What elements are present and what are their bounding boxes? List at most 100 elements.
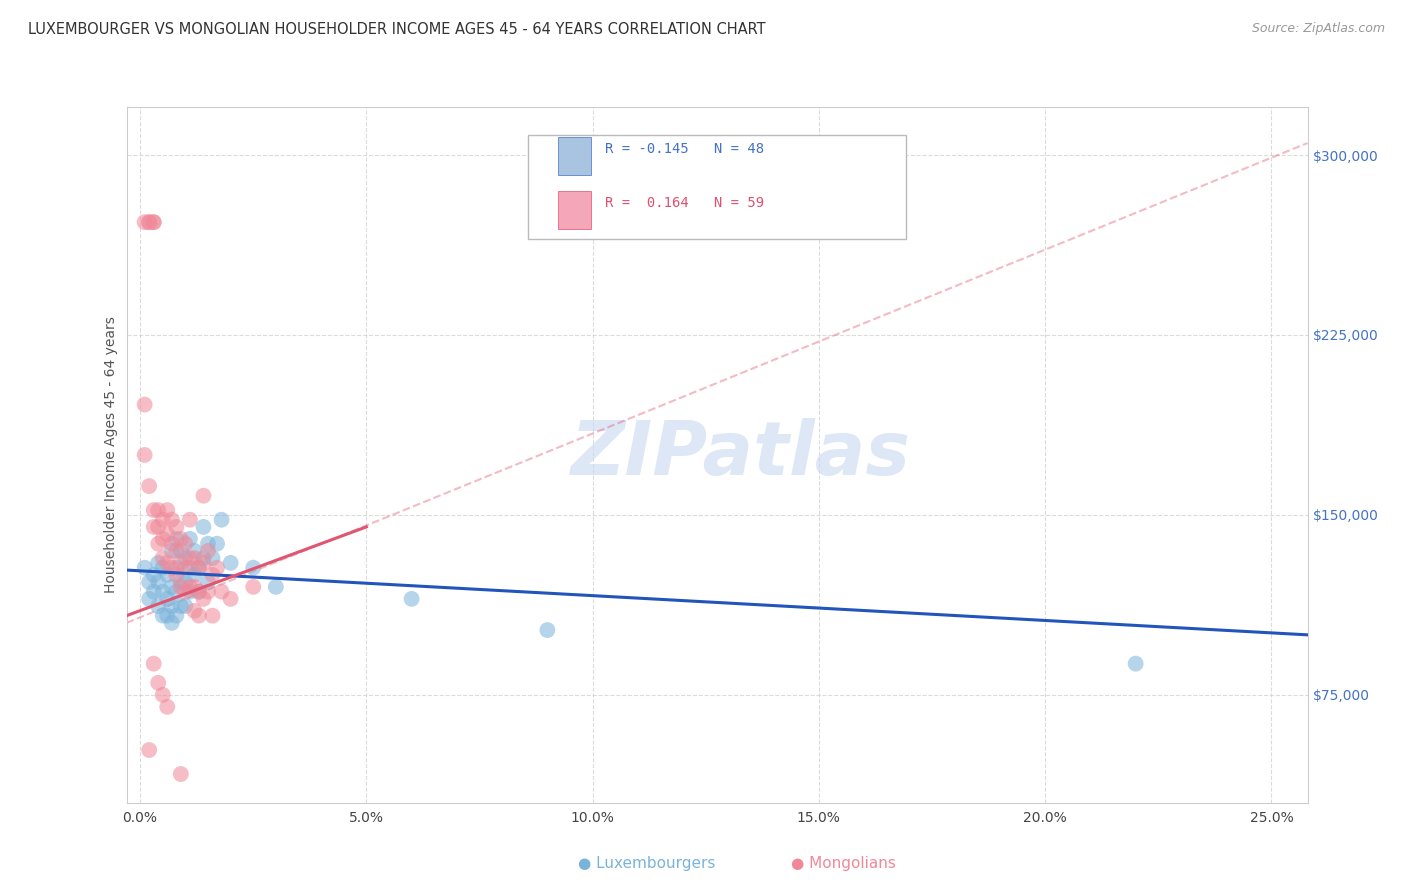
Point (187, 584, 209, 599)
Point (152, 584, 174, 599)
Point (152, 532, 174, 546)
Point (142, 567, 165, 582)
Point (142, 503, 165, 517)
Point (170, 532, 193, 546)
Point (197, 544, 219, 558)
Point (165, 532, 187, 546)
Text: Source: ZipAtlas.com: Source: ZipAtlas.com (1251, 22, 1385, 36)
Point (201, 551, 224, 566)
Point (183, 604, 205, 618)
Point (160, 544, 183, 558)
Text: ZIPatlas: ZIPatlas (571, 418, 911, 491)
Point (193, 591, 215, 606)
Point (138, 479, 160, 493)
Point (170, 767, 193, 781)
Point (160, 513, 183, 527)
Point (205, 537, 228, 551)
Point (148, 575, 170, 590)
Point (156, 556, 179, 570)
Point (170, 575, 193, 590)
Point (179, 560, 201, 574)
Point (193, 520, 215, 534)
Point (219, 556, 242, 570)
Point (174, 560, 197, 574)
Point (160, 615, 183, 630)
Point (165, 520, 187, 534)
Point (165, 567, 187, 582)
Point (1125, 657, 1147, 671)
Point (156, 567, 179, 582)
Point (156, 608, 179, 623)
Point (152, 551, 174, 566)
Point (179, 513, 201, 527)
Point (193, 489, 215, 503)
Point (211, 584, 233, 599)
Point (170, 556, 193, 570)
Point (156, 527, 179, 541)
Point (242, 580, 264, 594)
Point (148, 520, 170, 534)
Point (219, 591, 242, 606)
Point (148, 556, 170, 570)
Point (152, 688, 174, 702)
Point (187, 608, 209, 623)
Point (134, 448, 156, 462)
Text: LUXEMBOURGER VS MONGOLIAN HOUSEHOLDER INCOME AGES 45 - 64 YEARS CORRELATION CHAR: LUXEMBOURGER VS MONGOLIAN HOUSEHOLDER IN… (28, 22, 766, 37)
Point (205, 560, 228, 574)
Point (138, 575, 160, 590)
Point (160, 580, 183, 594)
Point (170, 544, 193, 558)
Point (165, 544, 187, 558)
Point (138, 215, 160, 229)
Point (152, 608, 174, 623)
Point (165, 584, 187, 599)
Point (142, 520, 165, 534)
Point (148, 503, 170, 517)
Point (160, 599, 183, 613)
Text: R =  0.164   N = 59: R = 0.164 N = 59 (605, 195, 763, 210)
Point (187, 584, 209, 599)
Point (183, 544, 205, 558)
Point (156, 503, 179, 517)
Point (174, 584, 197, 599)
Point (179, 551, 201, 566)
Point (187, 560, 209, 574)
Point (148, 676, 170, 690)
Point (174, 537, 197, 551)
FancyBboxPatch shape (529, 135, 905, 239)
Point (174, 575, 197, 590)
Point (201, 567, 224, 582)
Point (211, 513, 233, 527)
Point (179, 532, 201, 546)
Point (156, 591, 179, 606)
Point (156, 699, 179, 714)
Text: R = -0.145   N = 48: R = -0.145 N = 48 (605, 142, 763, 156)
Point (142, 215, 165, 229)
Point (138, 591, 160, 606)
Point (179, 584, 201, 599)
Point (197, 537, 219, 551)
Point (138, 743, 160, 757)
Point (183, 567, 205, 582)
Y-axis label: Householder Income Ages 45 - 64 years: Householder Income Ages 45 - 64 years (104, 317, 118, 593)
Point (170, 599, 193, 613)
Point (174, 551, 197, 566)
Point (148, 537, 170, 551)
Point (179, 580, 201, 594)
Point (242, 560, 264, 574)
Point (536, 623, 558, 637)
Point (152, 513, 174, 527)
Point (142, 215, 165, 229)
Point (148, 599, 170, 613)
Text: ● Mongolians: ● Mongolians (792, 856, 896, 871)
Point (134, 560, 156, 574)
Point (193, 551, 215, 566)
Point (142, 584, 165, 599)
Point (401, 591, 423, 606)
Point (183, 551, 205, 566)
Point (174, 599, 197, 613)
Point (165, 608, 187, 623)
Point (138, 215, 160, 229)
Point (160, 560, 183, 574)
Point (201, 608, 224, 623)
